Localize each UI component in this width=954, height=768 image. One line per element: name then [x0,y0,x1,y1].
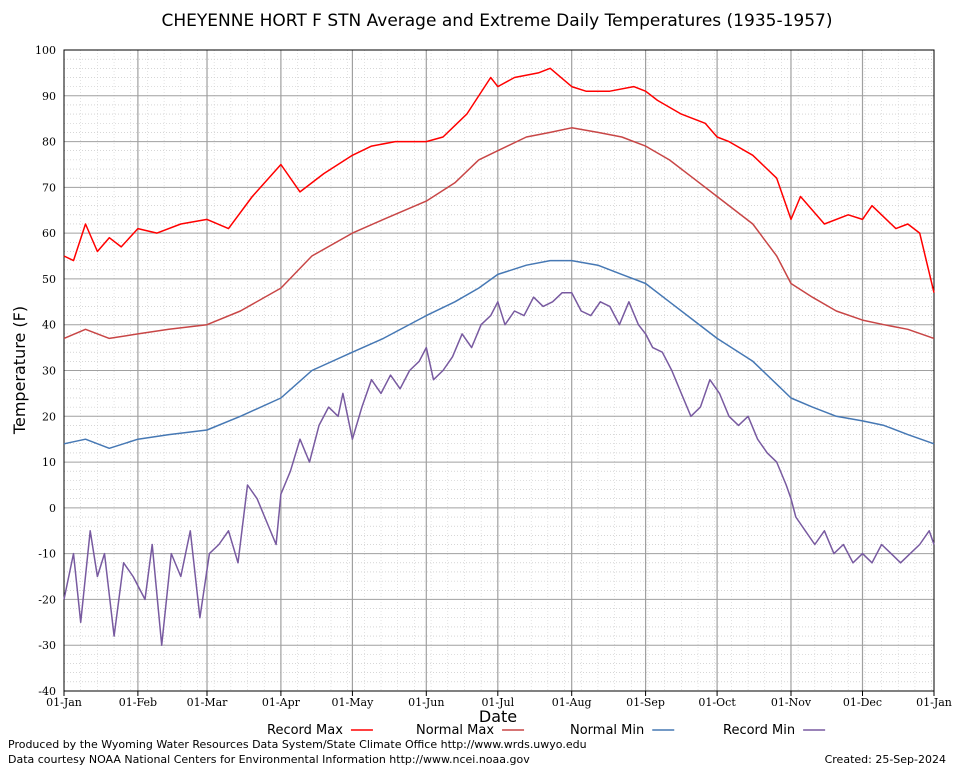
y-axis-label: Temperature (F) [10,306,29,435]
y-tick-label: 30 [42,365,56,378]
y-tick-label: 100 [35,44,56,57]
x-tick-label: 01-Jul [481,696,514,709]
legend-label: Normal Min [570,723,644,738]
footer-data-courtesy: Data courtesy NOAA National Centers for … [8,753,530,766]
y-tick-label: 20 [42,410,56,423]
y-tick-label: -30 [38,639,56,652]
y-tick-label: -10 [38,548,56,561]
y-tick-label: 70 [42,181,56,194]
y-tick-label: -20 [38,593,56,606]
y-tick-label: 50 [42,273,56,286]
y-tick-label: 90 [42,90,56,103]
x-tick-label: 01-Mar [187,696,229,709]
y-tick-label: -40 [38,685,56,698]
series-line-normal-min [63,259,935,450]
y-tick-label: 0 [49,502,56,515]
x-tick-label: 01-Jan [46,696,82,709]
x-tick-label: 01-Jun [408,696,444,709]
x-tick-label: 01-May [332,696,375,709]
x-tick-label: 01-Dec [843,696,882,709]
footer-produced-by: Produced by the Wyoming Water Resources … [8,738,587,751]
legend-label: Record Min [723,723,795,738]
x-tick-label: 01-Sep [626,696,665,709]
plot-frame [63,49,935,692]
x-tick-label: 01-Feb [119,696,157,709]
x-tick-label: 01-Apr [262,696,301,709]
x-tick-label: 01-Aug [552,696,592,709]
x-tick-label: 01-Nov [771,696,812,709]
series-line-record-max [63,67,935,293]
footer-created: Created: 25-Sep-2024 [824,753,946,766]
chart-title: CHEYENNE HORT F STN Average and Extreme … [162,11,833,31]
legend-label: Record Max [267,723,343,738]
y-tick-label: 40 [42,319,56,332]
x-axis: 01-Jan 01-Feb 01-Mar 01-Apr 01-May 01-Jun 01-J… [46,691,952,709]
major-grid [64,50,934,691]
x-tick-label: 01-Oct [698,696,736,709]
y-tick-label: 10 [42,456,56,469]
x-axis-label: Date [479,707,517,726]
legend: Record Max Normal Max Normal Min Record Min [267,723,826,738]
series-line-normal-max [63,127,935,340]
y-tick-label: 80 [42,136,56,149]
y-tick-label: 60 [42,227,56,240]
series-line-record-min [63,291,935,646]
series-lines [63,67,935,646]
x-tick-label: 01-Jan [916,696,952,709]
legend-label: Normal Max [416,723,494,738]
